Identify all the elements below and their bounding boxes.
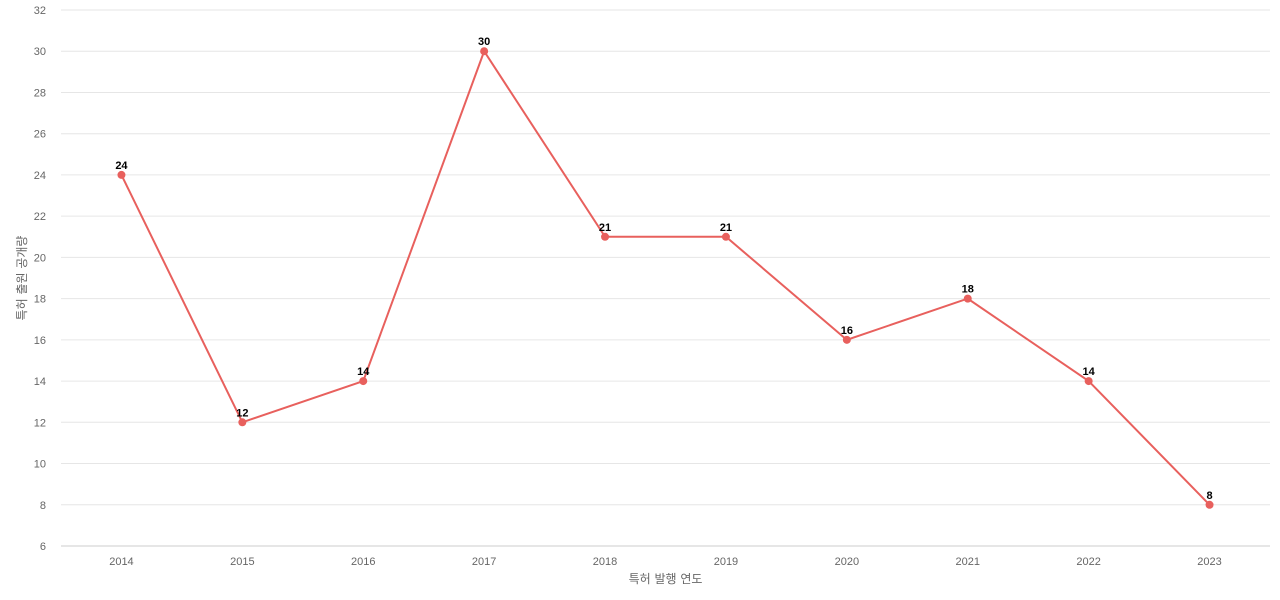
data-point bbox=[480, 47, 489, 56]
data-point bbox=[963, 294, 972, 303]
data-point bbox=[1205, 500, 1214, 509]
y-tick-label: 32 bbox=[34, 5, 46, 17]
y-tick-label: 16 bbox=[34, 335, 46, 347]
data-label: 18 bbox=[962, 284, 974, 296]
y-tick-label: 14 bbox=[34, 376, 46, 388]
data-label: 30 bbox=[478, 36, 490, 48]
y-tick-label: 20 bbox=[34, 252, 46, 264]
x-tick-label: 2021 bbox=[956, 556, 980, 568]
data-label: 14 bbox=[1083, 366, 1096, 378]
y-tick-label: 8 bbox=[40, 500, 46, 512]
x-tick-label: 2020 bbox=[835, 556, 859, 568]
y-tick-label: 24 bbox=[34, 170, 46, 182]
data-label: 21 bbox=[599, 222, 611, 234]
data-label: 21 bbox=[720, 222, 732, 234]
x-tick-label: 2019 bbox=[714, 556, 738, 568]
x-tick-label: 2016 bbox=[351, 556, 375, 568]
y-tick-label: 12 bbox=[34, 417, 46, 429]
data-point bbox=[1084, 377, 1093, 386]
x-tick-label: 2023 bbox=[1197, 556, 1221, 568]
x-tick-label: 2018 bbox=[593, 556, 617, 568]
data-point bbox=[117, 170, 126, 179]
y-tick-label: 6 bbox=[40, 541, 46, 553]
x-axis-ticks: 2014 2015 2016 2017 2018 2019 2020 2021 2022 2023 bbox=[109, 556, 1222, 568]
data-points bbox=[117, 47, 1214, 509]
data-point bbox=[359, 377, 368, 386]
series-line bbox=[120, 49, 1211, 506]
data-label: 14 bbox=[357, 366, 370, 378]
data-label: 8 bbox=[1206, 490, 1212, 502]
data-label: 16 bbox=[841, 325, 853, 337]
x-axis-title: 특허 발행 연도 bbox=[629, 571, 703, 586]
y-tick-label: 22 bbox=[34, 211, 46, 223]
x-tick-label: 2014 bbox=[109, 556, 133, 568]
y-tick-label: 28 bbox=[34, 87, 46, 99]
data-point bbox=[238, 418, 247, 427]
data-label: 12 bbox=[236, 407, 248, 419]
x-tick-label: 2015 bbox=[230, 556, 254, 568]
y-axis-title: 특허 출원 공개량 bbox=[15, 236, 29, 321]
y-tick-label: 26 bbox=[34, 129, 46, 141]
x-tick-label: 2022 bbox=[1076, 556, 1100, 568]
data-label: 24 bbox=[115, 160, 128, 172]
y-tick-label: 10 bbox=[34, 459, 46, 471]
x-tick-label: 2017 bbox=[472, 556, 496, 568]
grid-lines bbox=[61, 9, 1270, 506]
y-axis-ticks: 6 8 10 12 14 16 18 20 22 24 26 28 30 32 bbox=[34, 5, 46, 553]
data-point bbox=[721, 232, 730, 241]
data-point bbox=[601, 232, 610, 241]
y-tick-label: 18 bbox=[34, 294, 46, 306]
data-point bbox=[842, 335, 851, 344]
y-tick-label: 30 bbox=[34, 46, 46, 58]
data-labels: 24 12 14 30 21 21 16 18 14 8 bbox=[115, 36, 1212, 502]
